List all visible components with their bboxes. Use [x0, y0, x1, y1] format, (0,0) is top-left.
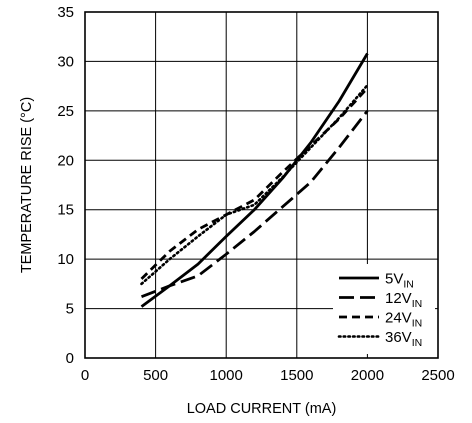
grid	[85, 12, 438, 358]
y-tick-label: 25	[57, 103, 74, 120]
y-tick-label: 15	[57, 202, 74, 219]
x-tick-label: 2000	[351, 367, 384, 384]
x-tick-label: 1500	[280, 367, 313, 384]
x-tick-labels: 0 500 1000 1500 2000 2500	[81, 367, 455, 384]
series-line-36v	[140, 83, 369, 286]
x-tick-label: 500	[143, 367, 168, 384]
y-tick-label: 0	[66, 350, 74, 367]
y-tick-labels: 0 5 10 15 20 25 30 35	[57, 4, 74, 367]
x-tick-label: 1000	[210, 367, 243, 384]
y-tick-label: 35	[57, 4, 74, 21]
y-tick-label: 5	[66, 301, 74, 318]
x-tick-label: 2500	[421, 367, 454, 384]
y-tick-label: 20	[57, 152, 74, 169]
y-axis-label: TEMPERATURE RISE (°C)	[19, 97, 35, 273]
y-tick-label: 30	[57, 53, 74, 70]
plot-frame	[84, 11, 439, 359]
y-tick-label: 10	[57, 251, 74, 268]
x-axis-label: LOAD CURRENT (mA)	[187, 401, 337, 417]
x-tick-label: 0	[81, 367, 89, 384]
series-line-12v	[140, 110, 369, 299]
series-lines	[140, 52, 369, 308]
series-line-5v	[140, 52, 369, 308]
